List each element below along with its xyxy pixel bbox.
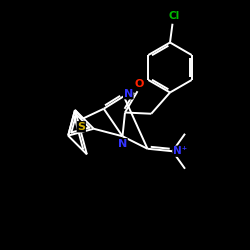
Text: N: N — [124, 89, 133, 99]
Text: S: S — [77, 122, 85, 132]
Text: O: O — [134, 79, 143, 89]
Text: N: N — [118, 139, 127, 149]
Text: N⁺: N⁺ — [173, 146, 187, 156]
Text: Cl: Cl — [168, 11, 179, 21]
